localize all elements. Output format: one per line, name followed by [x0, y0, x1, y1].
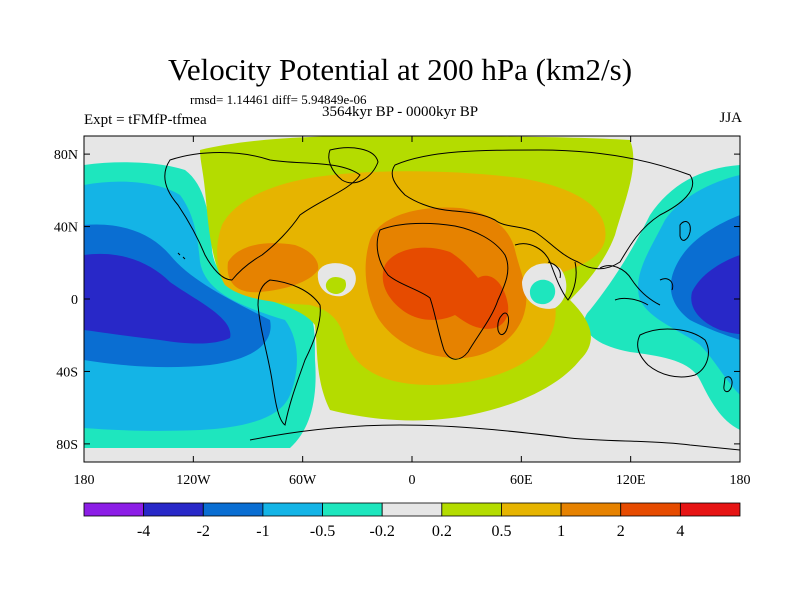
- colorbar-label: -0.2: [370, 523, 395, 540]
- stats-label: rmsd= 1.14461 diff= 5.94849e-06: [190, 92, 367, 107]
- contour-pos-2: [382, 247, 509, 329]
- coast-new-zealand: [723, 376, 733, 393]
- lon-label: 60E: [510, 473, 533, 488]
- colorbar-swatch: [83, 502, 145, 517]
- season-label: JJA: [719, 110, 742, 126]
- lon-label: 180: [730, 473, 751, 488]
- lat-label: 0: [71, 293, 78, 308]
- contour-neg-2: [84, 253, 231, 344]
- coast-australia: [637, 328, 709, 378]
- colorbar-label: 0.2: [432, 523, 452, 540]
- coast-south-america: [257, 279, 321, 426]
- coastlines: [164, 147, 740, 451]
- colorbar-swatch: [679, 502, 741, 517]
- experiment-label: Expt = tFMfP-tfmea: [84, 112, 207, 128]
- colorbar-label: 1: [557, 523, 565, 540]
- longitude-axis: 180 120W 60W 0 60E 120E 180: [74, 136, 751, 488]
- colorbar-label: 4: [676, 523, 684, 540]
- colorbar-swatch: [620, 502, 681, 517]
- lat-label: 80N: [54, 148, 78, 163]
- lat-label: 40S: [56, 365, 78, 380]
- contour-pos-0.2-atlantic: [325, 276, 347, 294]
- colorbar-swatch: [202, 502, 264, 517]
- chart-title: Velocity Potential at 200 hPa (km2/s): [167, 52, 633, 87]
- coast-se-asia: [599, 265, 674, 306]
- colorbar-label: -4: [137, 523, 150, 540]
- lon-label: 60W: [289, 473, 317, 488]
- colorbar-swatch: [262, 502, 323, 517]
- lon-label: 0: [409, 473, 416, 488]
- colorbar-swatch: [501, 502, 562, 517]
- colorbar: -4 -2 -1 -0.5 -0.2 0.2 0.5 1 2 4: [83, 502, 741, 540]
- colorbar-label: -1: [256, 523, 269, 540]
- colorbar-swatch: [143, 502, 204, 517]
- coast-antarctica: [249, 424, 740, 451]
- colorbar-label: -0.5: [310, 523, 335, 540]
- colorbar-label: -2: [197, 523, 210, 540]
- lon-label: 120W: [176, 473, 211, 488]
- colorbar-swatch: [441, 502, 502, 517]
- coast-greenland: [328, 147, 379, 184]
- colorbar-swatch: [322, 502, 383, 517]
- coast-japan: [679, 221, 691, 241]
- lon-label: 180: [74, 473, 95, 488]
- contour-pos-1: [227, 207, 527, 359]
- lat-label: 80S: [56, 438, 78, 453]
- coast-hawaii: [177, 252, 186, 260]
- coast-africa: [376, 222, 509, 360]
- period-label: 3564kyr BP - 0000kyr BP: [321, 104, 479, 120]
- colorbar-swatch: [560, 502, 622, 517]
- colorbar-label: 2: [617, 523, 625, 540]
- lat-label: 40N: [54, 221, 78, 236]
- coast-europe-asia: [391, 149, 694, 270]
- contour-field: [84, 136, 740, 462]
- coast-arabia-india: [514, 243, 577, 301]
- colorbar-label: 0.5: [491, 523, 511, 540]
- contour-neg-east-2: [691, 255, 740, 334]
- lon-label: 120E: [616, 473, 646, 488]
- coast-madagascar: [497, 312, 509, 336]
- colorbar-swatch: [381, 502, 443, 517]
- contour-neg-indian: [529, 279, 556, 305]
- latitude-axis: 80N 40N 0 40S 80S: [54, 148, 740, 453]
- coast-north-america: [164, 152, 361, 281]
